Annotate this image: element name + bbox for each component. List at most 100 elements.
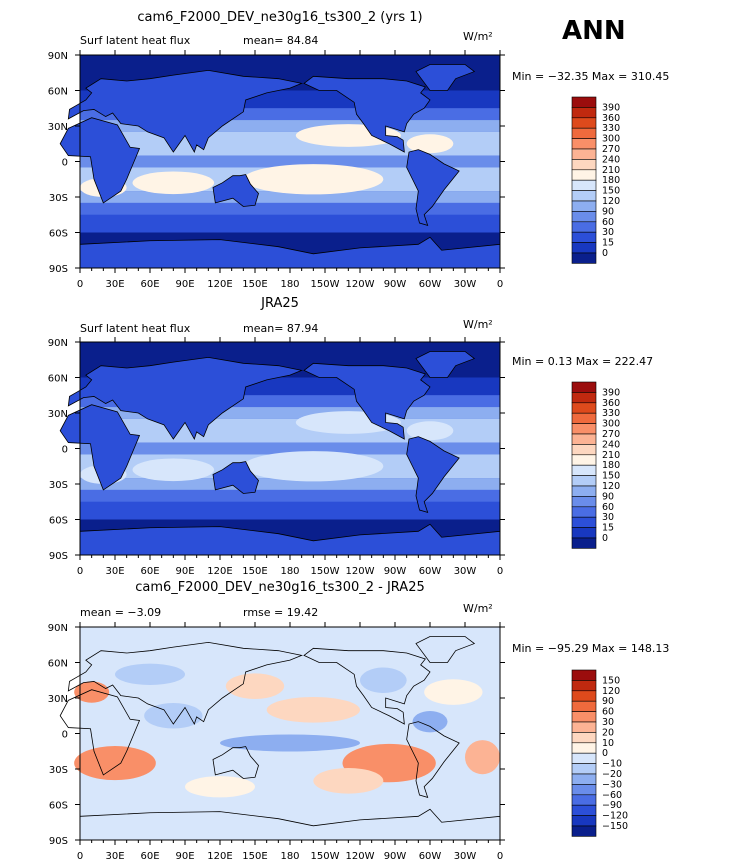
colorbar-label: −60 [602,790,622,801]
colorbar-label: 300 [602,419,620,430]
colorbar-label: −20 [602,769,622,780]
colorbar-label: 30 [602,512,614,523]
coastline-australia [212,461,259,494]
lon-label: 30E [105,279,124,288]
panel2-map: 90N 60N 30N 0 30S 60S 90S 0 30E 60E 90E 120E 150E 180… [48,337,505,577]
colorbar-swatch [571,148,597,160]
colorbar-label: 90 [602,491,614,502]
season-label: ANN [562,16,626,46]
panel2-mean: mean= 87.94 [243,322,319,335]
lat-label: 0 [62,445,68,456]
coastline-samerica [406,721,460,798]
lat-label: 90N [48,338,68,349]
colorbar-swatch [571,506,597,518]
colorbar-label: 360 [602,398,620,409]
lat-label: 60S [49,229,68,240]
colorbar-swatch [571,96,597,108]
colorbar-label: 60 [602,502,614,513]
panel1-mean: mean= 84.84 [243,34,319,47]
coastline-namerica [303,647,431,725]
colorbar-label: 0 [602,533,608,544]
panel3-units: W/m² [463,602,493,615]
colorbar-swatch [571,721,597,733]
colorbar-label: 60 [602,707,614,718]
field-band [80,442,500,455]
lon-label: 150W [311,566,340,577]
lat-label: 0 [62,158,68,169]
colorbar-swatch [571,537,597,549]
field-blob [412,711,448,733]
colorbar-swatch [571,700,597,712]
lat-label: 90N [48,623,68,634]
colorbar-label: 270 [602,429,620,440]
colorbar-swatch [571,690,597,702]
lon-label: 120W [346,851,375,862]
colorbar-swatch [571,784,597,796]
colorbar-label: 330 [602,408,620,419]
colorbar-swatch [571,117,597,129]
colorbar-label: 10 [602,738,614,749]
lon-label: 90E [175,566,194,577]
field-blob [74,746,156,781]
lat-label: 30N [48,694,68,705]
field-band [80,155,500,168]
field-band [80,501,500,520]
field-band [80,120,500,132]
lon-label: 150E [242,851,267,862]
lon-label: 60E [140,851,159,862]
colorbar-swatch [571,169,597,181]
panel3-mean: mean = −3.09 [80,606,162,619]
lon-label: 150E [242,279,267,288]
field-band [80,214,500,233]
field-blob [243,451,384,482]
panel3-map: 90N 60N 30N 0 30S 60S 90S 0 30E 60E 90E 120E 150E 180… [48,622,505,862]
field-blob [74,681,110,703]
colorbar-swatch [571,815,597,827]
lat-label: 30S [49,765,68,776]
lon-label: 60W [419,279,442,288]
colorbar-swatch [571,392,597,404]
field-blob [144,702,203,729]
lon-label: 150W [311,279,340,288]
colorbar-label: 210 [602,165,620,176]
lon-label: 180 [280,851,299,862]
lon-label: 30W [454,279,477,288]
colorbar-swatch [571,742,597,754]
panel1-map: 90N 60N 30N 0 30S 60S 90S 0 30E 60E 90E 120E 150E 180… [48,50,505,288]
lat-label: 90N [48,51,68,62]
colorbar-swatch [571,127,597,139]
colorbar-label: 30 [602,227,614,238]
colorbar-swatch [571,485,597,497]
field-blob [313,768,384,794]
colorbar-label: 60 [602,217,614,228]
panel1-variable: Surf latent heat flux [80,34,191,47]
lat-label: 90S [49,264,68,275]
colorbar-label: 120 [602,481,620,492]
colorbar-swatch [571,516,597,528]
panel3-rmse: rmse = 19.42 [243,606,319,619]
lon-label: 60E [140,566,159,577]
coastline-eurasia [67,69,304,154]
lon-label: 90E [175,851,194,862]
panel1-minmax: Min = −32.35 Max = 310.45 [512,70,670,83]
colorbar-swatch [571,190,597,202]
lon-label: 120E [207,566,232,577]
colorbar-swatch [571,711,597,723]
panel3-title: cam6_F2000_DEV_ne30g16_ts300_2 - JRA25 [135,580,425,595]
colorbar-label: 300 [602,134,620,145]
field-blob [266,697,361,723]
lon-label: 0 [497,279,503,288]
coastline-namerica [303,362,431,440]
colorbar-swatch [571,252,597,264]
field-blob [360,667,407,694]
field-blob [243,164,384,195]
colorbar-label: 0 [602,748,608,759]
lon-label: 150W [311,851,340,862]
colorbar-label: 180 [602,175,620,186]
coastline-samerica [406,436,460,513]
colorbar-label: 90 [602,206,614,217]
lat-label: 60S [49,516,68,527]
coastline-africa [59,689,141,776]
coastline-greenland [415,636,476,663]
